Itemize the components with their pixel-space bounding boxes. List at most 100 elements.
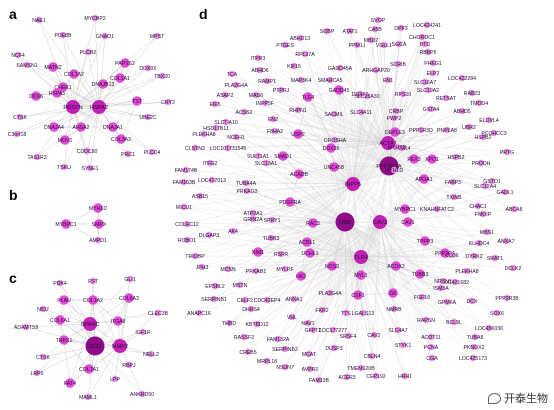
panel-letter-d: d bbox=[199, 6, 208, 22]
network-edge bbox=[379, 221, 432, 348]
gene-node-circle bbox=[356, 270, 366, 280]
gene-node-label: RAB23 bbox=[464, 91, 481, 97]
gene-node-label: ANAPC16 bbox=[187, 311, 211, 317]
gene-node-label: COLEC12 bbox=[175, 222, 199, 228]
network-edge bbox=[388, 165, 426, 242]
network-edge bbox=[388, 102, 480, 167]
gene-node: TPPP3 bbox=[417, 236, 433, 246]
network-edge bbox=[388, 165, 454, 183]
gene-node: AMPD1 bbox=[89, 236, 107, 244]
network-edge bbox=[264, 102, 389, 144]
gene-node-label: ANXA7 bbox=[497, 239, 514, 245]
gene-node-label: KBTBD12 bbox=[245, 322, 268, 328]
network-edge bbox=[72, 106, 91, 169]
gene-node-circle bbox=[92, 100, 106, 114]
network-edge bbox=[379, 181, 454, 223]
gene-node: SRAT1 bbox=[487, 254, 503, 262]
gene-node-label: CHEK1 bbox=[54, 85, 71, 91]
gene-node-label: SMPX bbox=[92, 222, 107, 228]
gene-node: SPRY1 bbox=[264, 216, 281, 224]
gene-node: MYLPF bbox=[276, 265, 294, 273]
gene-node-label: LOC424241 bbox=[413, 23, 441, 29]
gene-node: PTGES bbox=[276, 41, 294, 49]
network-edge bbox=[35, 95, 100, 108]
network-edges bbox=[16, 17, 515, 398]
network-edge bbox=[59, 282, 96, 347]
gene-node-label: PLCB2 bbox=[80, 50, 97, 56]
network-edge bbox=[227, 183, 354, 270]
gene-node-label: LOC425173 bbox=[459, 356, 487, 362]
gene-node-circle bbox=[261, 99, 269, 107]
gene-node-circle bbox=[256, 66, 264, 74]
gene-node-circle bbox=[477, 159, 485, 167]
network-edge bbox=[387, 110, 463, 144]
gene-node-label: RHPN1 bbox=[289, 108, 307, 114]
gene-node-circle bbox=[427, 333, 435, 341]
gene-node-label: RBPJ bbox=[122, 363, 136, 369]
gene-node-circle bbox=[491, 254, 499, 262]
gene-node-label: XPO1 bbox=[425, 157, 439, 163]
gene-node: TMEM120B bbox=[347, 364, 375, 372]
gene-node: LOC422284 bbox=[448, 74, 476, 82]
network-edge bbox=[344, 142, 389, 223]
gene-node: CRY2 bbox=[161, 98, 175, 106]
network-edge bbox=[352, 92, 473, 185]
gene-node-circle bbox=[76, 122, 86, 132]
network-edge bbox=[360, 256, 432, 338]
network-edge bbox=[257, 165, 390, 253]
network-edge bbox=[321, 256, 362, 311]
gene-node: GADD45 bbox=[329, 85, 349, 95]
gene-node-label: GSTA4 bbox=[423, 107, 440, 113]
network-edge bbox=[379, 221, 423, 298]
network-edge bbox=[227, 142, 389, 149]
gene-node-label: ISM3A bbox=[433, 286, 449, 292]
network-edge bbox=[209, 162, 354, 185]
panel-letter-a: a bbox=[9, 6, 17, 22]
gene-node-circle bbox=[297, 76, 305, 84]
gene-node: RHPN1 bbox=[289, 106, 307, 114]
network-edge bbox=[333, 113, 354, 185]
network-edge bbox=[265, 162, 354, 185]
network-edge bbox=[72, 106, 122, 140]
network-edge bbox=[349, 30, 354, 185]
gene-node: LOC417013 bbox=[198, 176, 226, 184]
gene-node: DNAJA4 bbox=[44, 122, 64, 132]
network-nodes: MYCBP2 NAE1 PDE8B GNAO1 MPST NCF4 PLCB2 SAMSN1 M… bbox=[8, 14, 523, 401]
gene-node-label: SLC16A7 bbox=[414, 80, 436, 86]
gene-node: PDK4 bbox=[53, 279, 67, 287]
watermark-text: 开泰生物 bbox=[504, 393, 548, 405]
gene-node-circle bbox=[381, 136, 395, 150]
gene-node: PRKAG3 bbox=[236, 187, 258, 195]
network-edge bbox=[272, 118, 354, 185]
gene-node: PCNA bbox=[424, 343, 439, 351]
gene-node: GNAO1 bbox=[96, 32, 114, 40]
gene-node-circle bbox=[392, 107, 400, 115]
gene-node-circle bbox=[451, 278, 459, 286]
network-edge bbox=[387, 77, 463, 144]
network-edge bbox=[199, 195, 346, 223]
network-edge bbox=[379, 221, 456, 283]
gene-node-circle bbox=[196, 192, 204, 200]
gene-node: DCLK2 bbox=[505, 264, 521, 272]
gene-node-circle bbox=[56, 279, 64, 287]
gene-node-label: CSF1 bbox=[351, 293, 364, 299]
gene-node: PKNOX2 bbox=[463, 343, 485, 351]
gene-node: POSTN bbox=[63, 100, 83, 114]
gene-node: PLAU bbox=[57, 295, 71, 305]
gene-node-label: DDX3X bbox=[139, 66, 157, 72]
gene-node: PLA2G4A bbox=[224, 81, 248, 89]
gene-node-label: GK bbox=[389, 291, 397, 297]
gene-node-label: PCNA bbox=[424, 345, 439, 351]
gene-node-label: MYH1D bbox=[385, 168, 403, 174]
network-edge bbox=[232, 221, 346, 232]
network-edge bbox=[119, 345, 143, 395]
network-edge bbox=[352, 63, 399, 185]
gene-node-label: TBX20 bbox=[154, 74, 170, 80]
gene-node-label: DHRS4 bbox=[242, 307, 260, 313]
network-edge bbox=[352, 178, 425, 185]
network-edge bbox=[318, 256, 362, 381]
gene-node-circle bbox=[308, 218, 318, 228]
gene-node-circle bbox=[31, 91, 41, 101]
gene-node-label: MBS1 bbox=[480, 230, 494, 236]
gene-node-label: FAM163B bbox=[173, 180, 196, 186]
